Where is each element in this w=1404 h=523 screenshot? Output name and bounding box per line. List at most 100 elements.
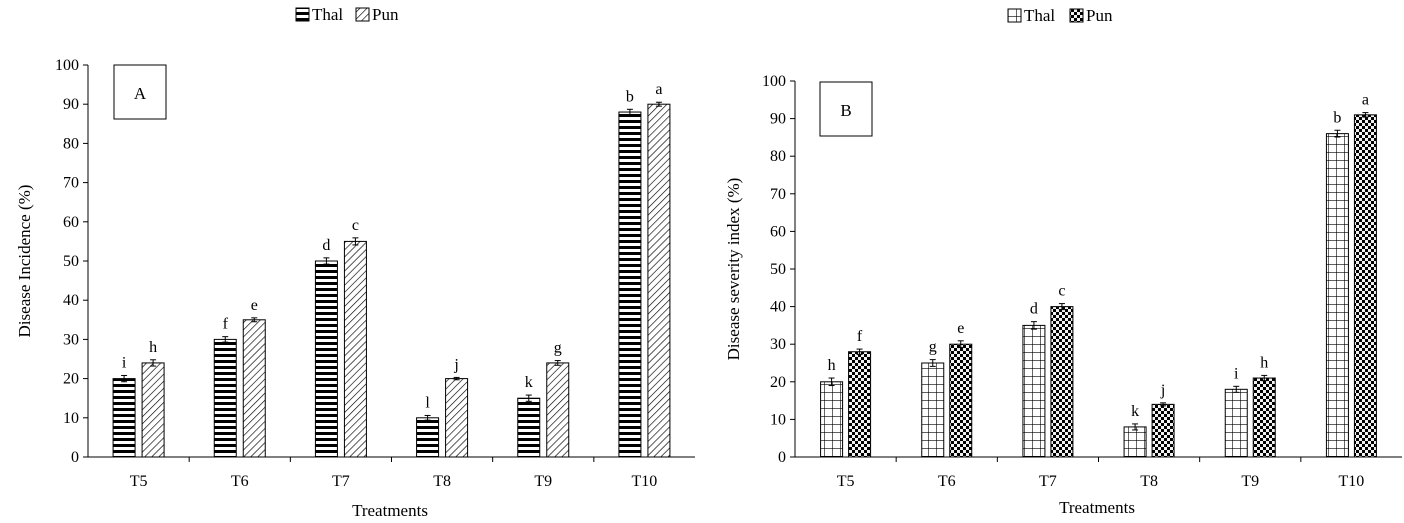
bar (1353, 114, 1377, 458)
bar (517, 397, 541, 458)
panel-label-box: A (113, 64, 167, 120)
plot-area-b: 0 10 20 30 40 50 60 70 80 90 100 T5 h f T6 g e T7 d c T8 k j T9… (762, 73, 1402, 490)
bar (343, 240, 367, 458)
y-tick-label: 40 (770, 299, 786, 316)
y-tick-label: 70 (770, 186, 786, 203)
bar (921, 362, 945, 458)
y-tick-label: 70 (63, 175, 79, 192)
legend-label-1: Pun (372, 5, 399, 24)
x-tick-label: T8 (433, 473, 451, 490)
y-tick-label: 0 (778, 449, 786, 466)
chart-panel-b: Thal Pun B 0 10 20 30 40 50 60 70 80 90 100 T5 h f T6 g… (724, 6, 1402, 517)
significance-label: b (1333, 109, 1341, 126)
bar (445, 378, 469, 458)
panel-label: A (134, 84, 147, 103)
x-tick-label: T7 (332, 473, 350, 490)
y-tick-label: 80 (63, 135, 79, 152)
bar (141, 362, 165, 458)
x-tick-label: T7 (1039, 473, 1057, 490)
x-tick-label: T10 (632, 473, 658, 490)
y-tick-label: 50 (63, 253, 79, 270)
significance-label: a (655, 81, 662, 98)
bar (949, 343, 973, 458)
bar (1224, 388, 1248, 458)
legend-swatch-0 (295, 7, 310, 22)
chart-panel-a: Thal Pun A 0 10 20 30 40 50 60 70 80 90 100 T5 i h T6 f… (15, 5, 695, 520)
significance-label: a (1362, 92, 1369, 109)
bar (1123, 426, 1147, 458)
significance-label: c (1058, 283, 1065, 300)
significance-label: i (1234, 365, 1239, 382)
y-tick-label: 100 (762, 73, 786, 90)
bar (112, 378, 136, 458)
significance-label: d (1030, 301, 1038, 318)
significance-label: k (1131, 403, 1139, 420)
bar (314, 260, 338, 458)
bar (618, 111, 642, 458)
bar (416, 417, 440, 458)
significance-label: g (554, 340, 562, 357)
significance-label: k (525, 374, 533, 391)
significance-label: h (1260, 354, 1268, 371)
y-tick-label: 10 (63, 410, 79, 427)
bar (820, 381, 844, 458)
bar (1252, 377, 1276, 458)
plot-area-a: 0 10 20 30 40 50 60 70 80 90 100 T5 i h T6 f e T7 d c T8 l j T9… (55, 57, 695, 490)
y-tick-label: 40 (63, 292, 79, 309)
y-tick-label: 80 (770, 148, 786, 165)
y-tick-label: 60 (63, 214, 79, 231)
significance-label: g (929, 339, 937, 356)
y-tick-label: 100 (55, 57, 79, 74)
legend-swatch-1 (1069, 8, 1084, 23)
bar (1151, 403, 1175, 458)
x-tick-label: T9 (534, 473, 552, 490)
x-tick-label: T6 (231, 473, 249, 490)
significance-label: i (122, 354, 127, 371)
x-axis-label: Treatments (352, 501, 428, 520)
significance-label: f (223, 316, 229, 333)
y-tick-label: 30 (770, 336, 786, 353)
x-axis-label: Treatments (1059, 498, 1135, 517)
y-tick-label: 20 (770, 374, 786, 391)
x-tick-label: T6 (938, 473, 956, 490)
bar (1022, 324, 1046, 458)
legend-label-0: Thal (312, 5, 343, 24)
significance-label: j (453, 356, 458, 373)
significance-label: f (857, 328, 863, 345)
bar (1050, 306, 1074, 458)
y-tick-label: 30 (63, 331, 79, 348)
bar (546, 362, 570, 458)
bar (1325, 133, 1349, 458)
y-tick-label: 90 (770, 111, 786, 128)
legend-swatch-1 (355, 7, 370, 22)
x-tick-label: T8 (1140, 473, 1158, 490)
x-tick-label: T5 (837, 473, 855, 490)
y-tick-label: 50 (770, 261, 786, 278)
significance-label: e (957, 320, 964, 337)
y-tick-label: 0 (71, 449, 79, 466)
y-axis-label: Disease severity index (%) (724, 178, 743, 361)
y-axis-label: Disease Incidence (%) (15, 185, 34, 338)
bar (848, 351, 872, 458)
x-tick-label: T10 (1339, 473, 1365, 490)
bar (213, 338, 237, 458)
y-tick-label: 90 (63, 96, 79, 113)
legend: Thal Pun (295, 5, 399, 24)
significance-label: h (149, 339, 157, 356)
significance-label: c (352, 217, 359, 234)
x-tick-label: T5 (130, 473, 148, 490)
legend: Thal Pun (1007, 6, 1113, 25)
significance-label: l (425, 394, 430, 411)
x-tick-label: T9 (1241, 473, 1259, 490)
legend-label-1: Pun (1086, 6, 1113, 25)
bar (647, 103, 671, 458)
legend-swatch-0 (1007, 8, 1022, 23)
y-tick-label: 60 (770, 223, 786, 240)
legend-label-0: Thal (1024, 6, 1055, 25)
significance-label: j (1160, 382, 1165, 399)
significance-label: h (828, 357, 836, 374)
y-tick-label: 10 (770, 411, 786, 428)
y-tick-label: 20 (63, 371, 79, 388)
panel-label-box: B (819, 81, 873, 137)
